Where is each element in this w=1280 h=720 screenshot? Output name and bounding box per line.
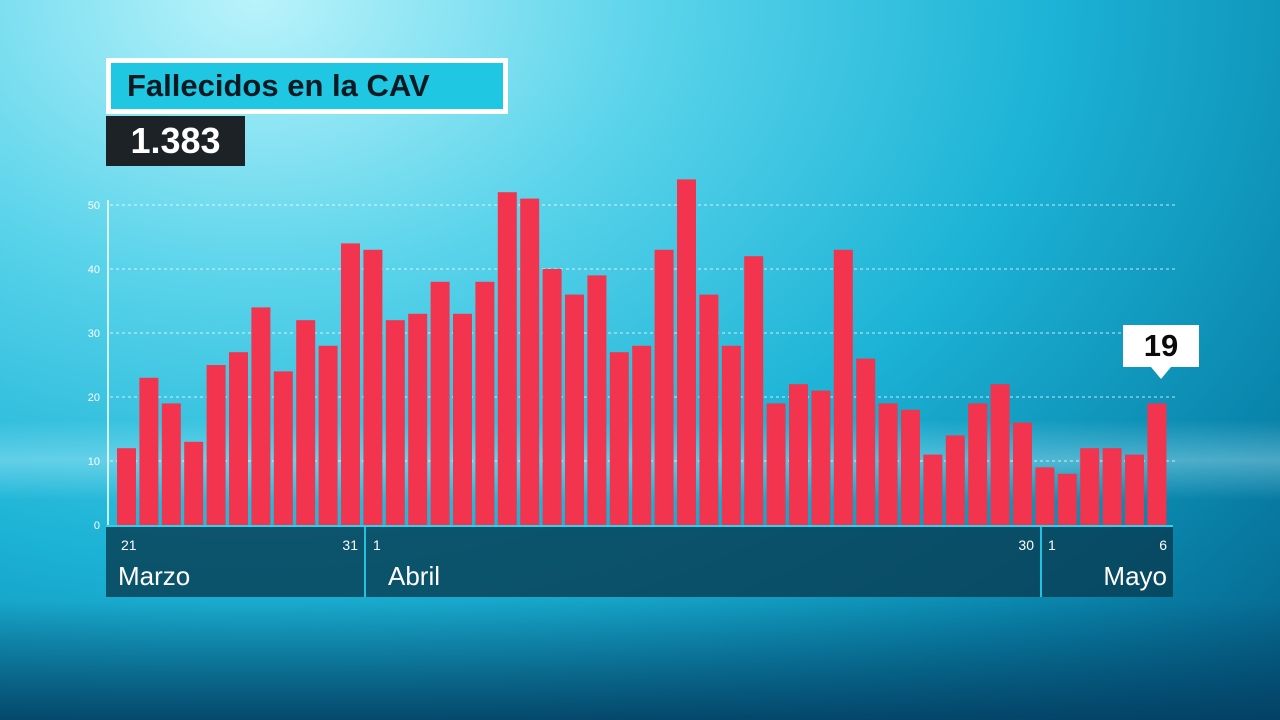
bar-4-abr — [430, 281, 450, 525]
bar-29-abr — [990, 384, 1010, 525]
bar-22-mar — [139, 377, 159, 525]
bar-13-abr — [632, 345, 652, 525]
bar-9-abr — [542, 269, 562, 525]
bar-25-abr — [901, 409, 920, 525]
month-label-abril: Abril — [388, 561, 441, 591]
bar-1-abr — [363, 249, 383, 526]
bar-2-may — [1057, 473, 1077, 525]
bar-17-abr — [721, 345, 741, 525]
bar-20-abr — [789, 384, 808, 525]
bar-21-abr — [811, 390, 831, 525]
chart-title: Fallecidos en la CAV — [111, 63, 503, 109]
last-value-callout: 19 — [1123, 325, 1199, 367]
bar-26-abr — [923, 454, 943, 525]
chart-title-box: Fallecidos en la CAV — [106, 58, 508, 114]
bar-7-abr — [497, 192, 517, 525]
bar-3-abr — [408, 313, 428, 525]
bar-26-mar — [229, 352, 248, 525]
bar-18-abr — [744, 256, 764, 525]
bar-22-abr — [833, 249, 853, 526]
bar-3-may — [1080, 448, 1100, 525]
y-tick-label: 30 — [88, 328, 100, 340]
bar-6-abr — [475, 281, 495, 525]
bar-21-mar — [117, 448, 136, 525]
y-tick-label: 40 — [88, 264, 100, 276]
bar-6-may — [1147, 403, 1167, 525]
marzo-start-day: 21 — [121, 537, 137, 553]
bar-28-mar — [273, 371, 293, 525]
month-separator — [364, 527, 366, 597]
month-separator — [1040, 527, 1042, 597]
bar-30-abr — [1013, 422, 1032, 525]
y-tick-label: 10 — [88, 456, 100, 468]
bar-4-may — [1102, 448, 1122, 525]
bar-25-mar — [206, 365, 226, 525]
bar-29-mar — [296, 320, 316, 525]
bar-5-abr — [453, 313, 472, 525]
mayo-end-day: 6 — [1159, 537, 1167, 553]
bar-28-abr — [968, 403, 988, 525]
bar-23-mar — [161, 403, 181, 525]
bar-5-may — [1125, 454, 1144, 525]
bar-2-abr — [385, 320, 405, 525]
y-tick-label: 20 — [88, 392, 100, 404]
bar-23-abr — [856, 358, 876, 525]
month-band-mayo: 1 6 Mayo — [1042, 527, 1173, 597]
bar-30-mar — [318, 345, 338, 525]
background-shade — [0, 600, 1280, 720]
bar-27-mar — [251, 307, 271, 525]
abril-start-day: 1 — [373, 537, 381, 553]
bar-10-abr — [565, 294, 584, 525]
y-tick-label: 0 — [94, 520, 100, 532]
month-band-abril: 1 30 Abril — [366, 527, 1040, 597]
bar-1-may — [1035, 467, 1055, 525]
bar-24-mar — [184, 441, 204, 525]
y-tick-label: 50 — [88, 200, 100, 212]
bar-8-abr — [520, 198, 540, 525]
bar-27-abr — [945, 435, 965, 525]
marzo-end-day: 31 — [342, 537, 358, 553]
abril-end-day: 30 — [1018, 537, 1034, 553]
bar-11-abr — [587, 275, 607, 525]
bar-31-mar — [341, 243, 360, 525]
bar-12-abr — [609, 352, 629, 525]
total-deaths: 1.383 — [106, 116, 245, 166]
bar-14-abr — [654, 249, 674, 526]
month-label-mayo: Mayo — [1103, 561, 1167, 591]
bar-15-abr — [677, 179, 696, 525]
bar-16-abr — [699, 294, 719, 525]
month-band-marzo: 21 31 Marzo — [106, 527, 364, 597]
bar-24-abr — [878, 403, 898, 525]
callout-pointer — [1151, 367, 1171, 379]
mayo-start-day: 1 — [1048, 537, 1056, 553]
month-label-marzo: Marzo — [118, 561, 191, 591]
bar-19-abr — [766, 403, 786, 525]
